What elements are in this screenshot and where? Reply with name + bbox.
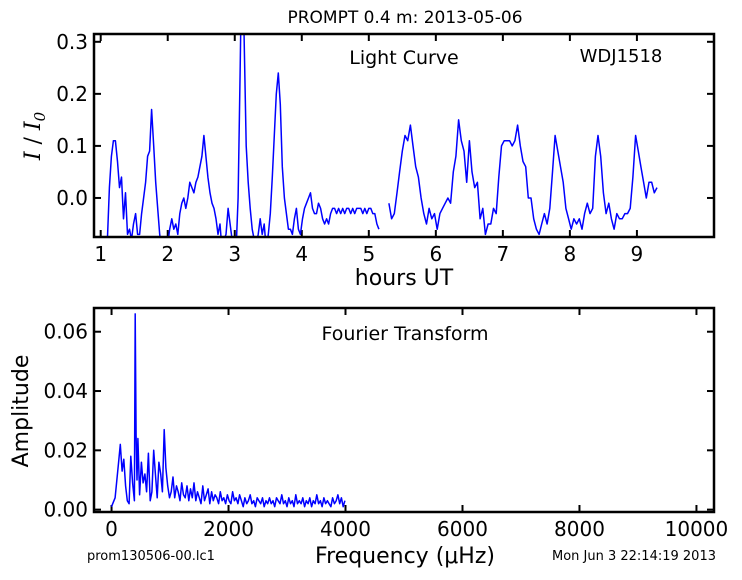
fourier-transform-xtick-label: 2000: [203, 517, 254, 541]
figure-title: PROMPT 0.4 m: 2013-05-06: [287, 8, 522, 28]
fourier-transform-series-line-1: [110, 313, 346, 508]
footer-filename: prom130506-00.lc1: [87, 549, 215, 564]
light-curve-xlabel: hours UT: [355, 266, 454, 291]
light-curve-ytick-label: 0.1: [56, 134, 88, 158]
footer-timestamp: Mon Jun 3 22:14:19 2013: [552, 549, 716, 564]
fourier-transform-xtick-label: 10000: [665, 517, 729, 541]
fourier-transform-xtick-label: 0: [105, 517, 118, 541]
light-curve-xtick-label: 1: [94, 242, 107, 266]
light-curve-ylabel: I / I0: [21, 111, 49, 161]
light-curve-title: Light Curve: [349, 47, 459, 69]
light-curve-ytick-label: 0.3: [56, 30, 88, 54]
fourier-transform-ytick-label: 0.00: [43, 498, 88, 522]
light-curve-ytick-label: 0.0: [56, 186, 88, 210]
light-curve-xtick-label: 7: [496, 242, 509, 266]
fourier-transform-xtick-label: 8000: [554, 517, 605, 541]
light-curve-series-line-2: [388, 119, 658, 236]
fourier-transform-series: [110, 313, 346, 508]
light-curve-xtick-label: 8: [564, 242, 577, 266]
light-curve-xtick-label: 3: [228, 242, 241, 266]
light-curve-xtick-label: 9: [631, 242, 644, 266]
light-curve-ticks: 1 2 3 4 5 6 7 8 9 0.0 0.1 0.2 0.3: [56, 30, 714, 266]
fourier-transform-xtick-label: 4000: [320, 517, 371, 541]
light-curve-xtick-label: 2: [161, 242, 174, 266]
fourier-transform-axes-frame: [92, 306, 716, 514]
light-curve-annotation: WDJ1518: [580, 46, 663, 67]
light-curve-axes-frame: [92, 32, 716, 239]
fourier-transform-ylabel: Amplitude: [9, 355, 34, 468]
fourier-transform-title: Fourier Transform: [321, 323, 488, 345]
fourier-transform-xtick-label: 6000: [437, 517, 488, 541]
fourier-transform-ytick-label: 0.04: [43, 379, 88, 403]
light-curve-series: [106, 34, 658, 237]
light-curve-panel: 1 2 3 4 5 6 7 8 9 0.0 0.1 0.2 0.3 Light Curve WDJ151…: [21, 30, 716, 291]
fourier-transform-ytick-label: 0.06: [43, 320, 88, 344]
fourier-transform-ytick-label: 0.02: [43, 438, 88, 462]
light-curve-xtick-label: 5: [362, 242, 375, 266]
fourier-transform-ticks: 0 2000 4000 6000 8000 10000 0.00 0.02 0.04 0.06: [43, 308, 728, 541]
light-curve-xtick-label: 4: [295, 242, 308, 266]
light-curve-xtick-label: 6: [429, 242, 442, 266]
light-curve-series-line-1: [106, 34, 380, 237]
fourier-transform-panel: 0 2000 4000 6000 8000 10000 0.00 0.02 0.04 0.06 F…: [9, 306, 728, 569]
fourier-transform-xlabel: Frequency (μHz): [315, 544, 495, 569]
light-curve-ytick-label: 0.2: [56, 82, 88, 106]
